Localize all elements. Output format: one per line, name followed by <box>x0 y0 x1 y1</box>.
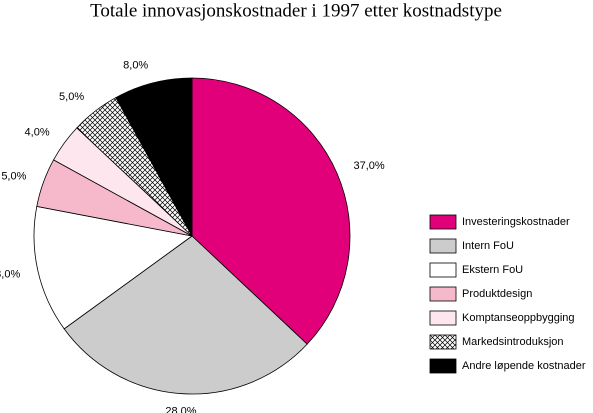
legend-label: Markedsintroduksjon <box>462 336 564 348</box>
data-label: 4,0% <box>25 126 50 138</box>
legend-label: Andre løpende kostnader <box>462 360 586 372</box>
data-label: 5,0% <box>59 91 84 103</box>
legend-swatch <box>429 358 457 374</box>
legend-swatch <box>429 238 457 254</box>
legend-swatch <box>429 286 457 302</box>
legend-swatch <box>429 214 457 230</box>
legend-swatch <box>429 334 457 350</box>
data-label: 8,0% <box>123 59 148 71</box>
legend-swatch <box>429 310 457 326</box>
legend-label: Produktdesign <box>462 288 532 300</box>
pie-slice <box>115 77 193 237</box>
data-label: 13,0% <box>0 268 20 280</box>
pie-slice <box>191 77 351 345</box>
legend-label: Intern FoU <box>462 240 514 252</box>
data-label: 28,0% <box>165 406 196 413</box>
pie-slice <box>33 205 193 330</box>
chart-title: Totale innovasjonskostnader i 1997 etter… <box>90 0 502 21</box>
legend-swatch <box>429 262 457 278</box>
pie-slice <box>63 235 308 395</box>
data-label: 37,0% <box>354 160 385 172</box>
legend-label: Ekstern FoU <box>462 264 523 276</box>
legend-label: Komptanseoppbygging <box>462 312 575 324</box>
data-label: 5,0% <box>1 170 26 182</box>
legend-label: Investeringskostnader <box>462 216 570 228</box>
